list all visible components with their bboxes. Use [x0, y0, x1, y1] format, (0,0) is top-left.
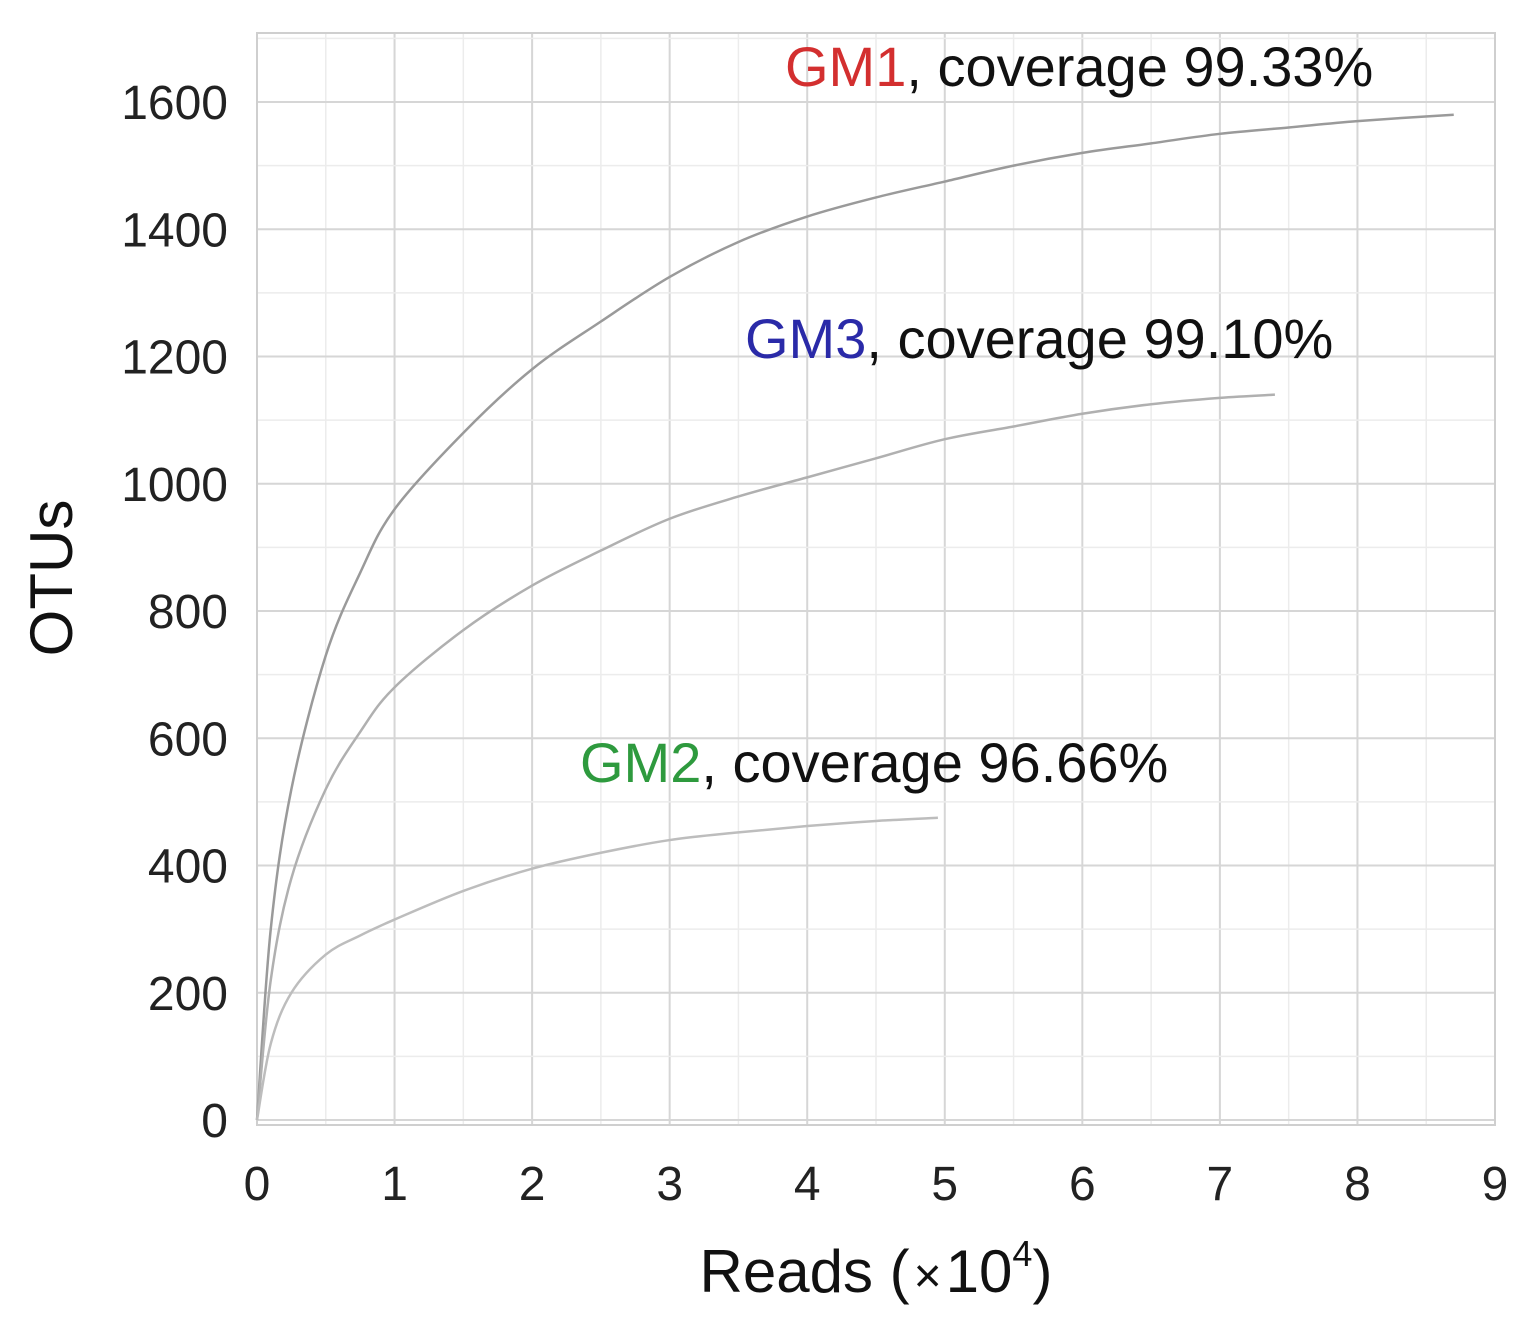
x-tick-label: 1: [381, 1158, 408, 1211]
series-name-label: GM3: [745, 307, 866, 370]
series-coverage-label: , coverage 99.33%: [906, 35, 1373, 98]
plot-frame: [256, 32, 1496, 1126]
x-axis-title-text: Reads (: [700, 1238, 910, 1305]
x-axis-title-exponent: 4: [1012, 1233, 1032, 1274]
x-tick-label: 3: [656, 1158, 683, 1211]
x-axis-title-close: ): [1032, 1238, 1052, 1305]
x-tick-labels: 0 1 2 3 4 5 6 7 8 9: [244, 1158, 1509, 1211]
y-tick-labels: 0 200 400 600 800 1000 1200 1400 1600: [121, 77, 228, 1148]
x-axis-title: Reads (×104): [700, 1233, 1053, 1305]
y-tick-label: 600: [148, 713, 228, 766]
y-tick-label: 800: [148, 586, 228, 639]
y-tick-label: 1200: [121, 332, 228, 385]
grid: [256, 33, 1496, 1125]
x-tick-label: 8: [1344, 1158, 1371, 1211]
y-tick-label: 200: [148, 968, 228, 1021]
x-tick-label: 5: [931, 1158, 958, 1211]
x-tick-label: 2: [519, 1158, 546, 1211]
series-coverage-label: , coverage 99.10%: [866, 307, 1333, 370]
series-name-label: GM1: [785, 35, 906, 98]
series-name-label: GM2: [580, 731, 701, 794]
series-annotation-gm1: GM1, coverage 99.33%: [785, 35, 1373, 98]
x-tick-label: 0: [244, 1158, 271, 1211]
y-tick-label: 1000: [121, 459, 228, 512]
curves: [255, 113, 1454, 1121]
x-tick-label: 7: [1207, 1158, 1234, 1211]
series-line-gm3: [255, 393, 1275, 1121]
series-line-gm1: [255, 113, 1454, 1121]
series-annotations: GM1, coverage 99.33% GM3, coverage 99.10%…: [580, 35, 1373, 794]
series-coverage-label: , coverage 96.66%: [701, 731, 1168, 794]
series-annotation-gm2: GM2, coverage 96.66%: [580, 731, 1168, 794]
y-tick-label: 0: [201, 1095, 228, 1148]
x-tick-label: 6: [1069, 1158, 1096, 1211]
y-tick-label: 1600: [121, 77, 228, 130]
y-tick-label: 1400: [121, 204, 228, 257]
y-tick-label: 400: [148, 841, 228, 894]
x-tick-label: 4: [794, 1158, 821, 1211]
x-axis-title-multiplier: ×: [914, 1250, 942, 1303]
y-axis-title: OTUs: [18, 500, 85, 657]
series-line-gm2: [255, 816, 938, 1121]
x-axis-title-base: 10: [946, 1238, 1013, 1305]
x-tick-label: 9: [1482, 1158, 1509, 1211]
series-annotation-gm3: GM3, coverage 99.10%: [745, 307, 1333, 370]
